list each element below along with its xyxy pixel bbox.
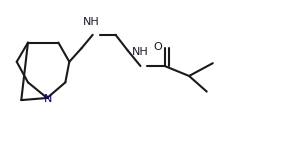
- Text: O: O: [154, 42, 162, 52]
- Text: N: N: [44, 94, 52, 104]
- Text: NH: NH: [83, 17, 100, 27]
- Text: NH: NH: [131, 47, 148, 57]
